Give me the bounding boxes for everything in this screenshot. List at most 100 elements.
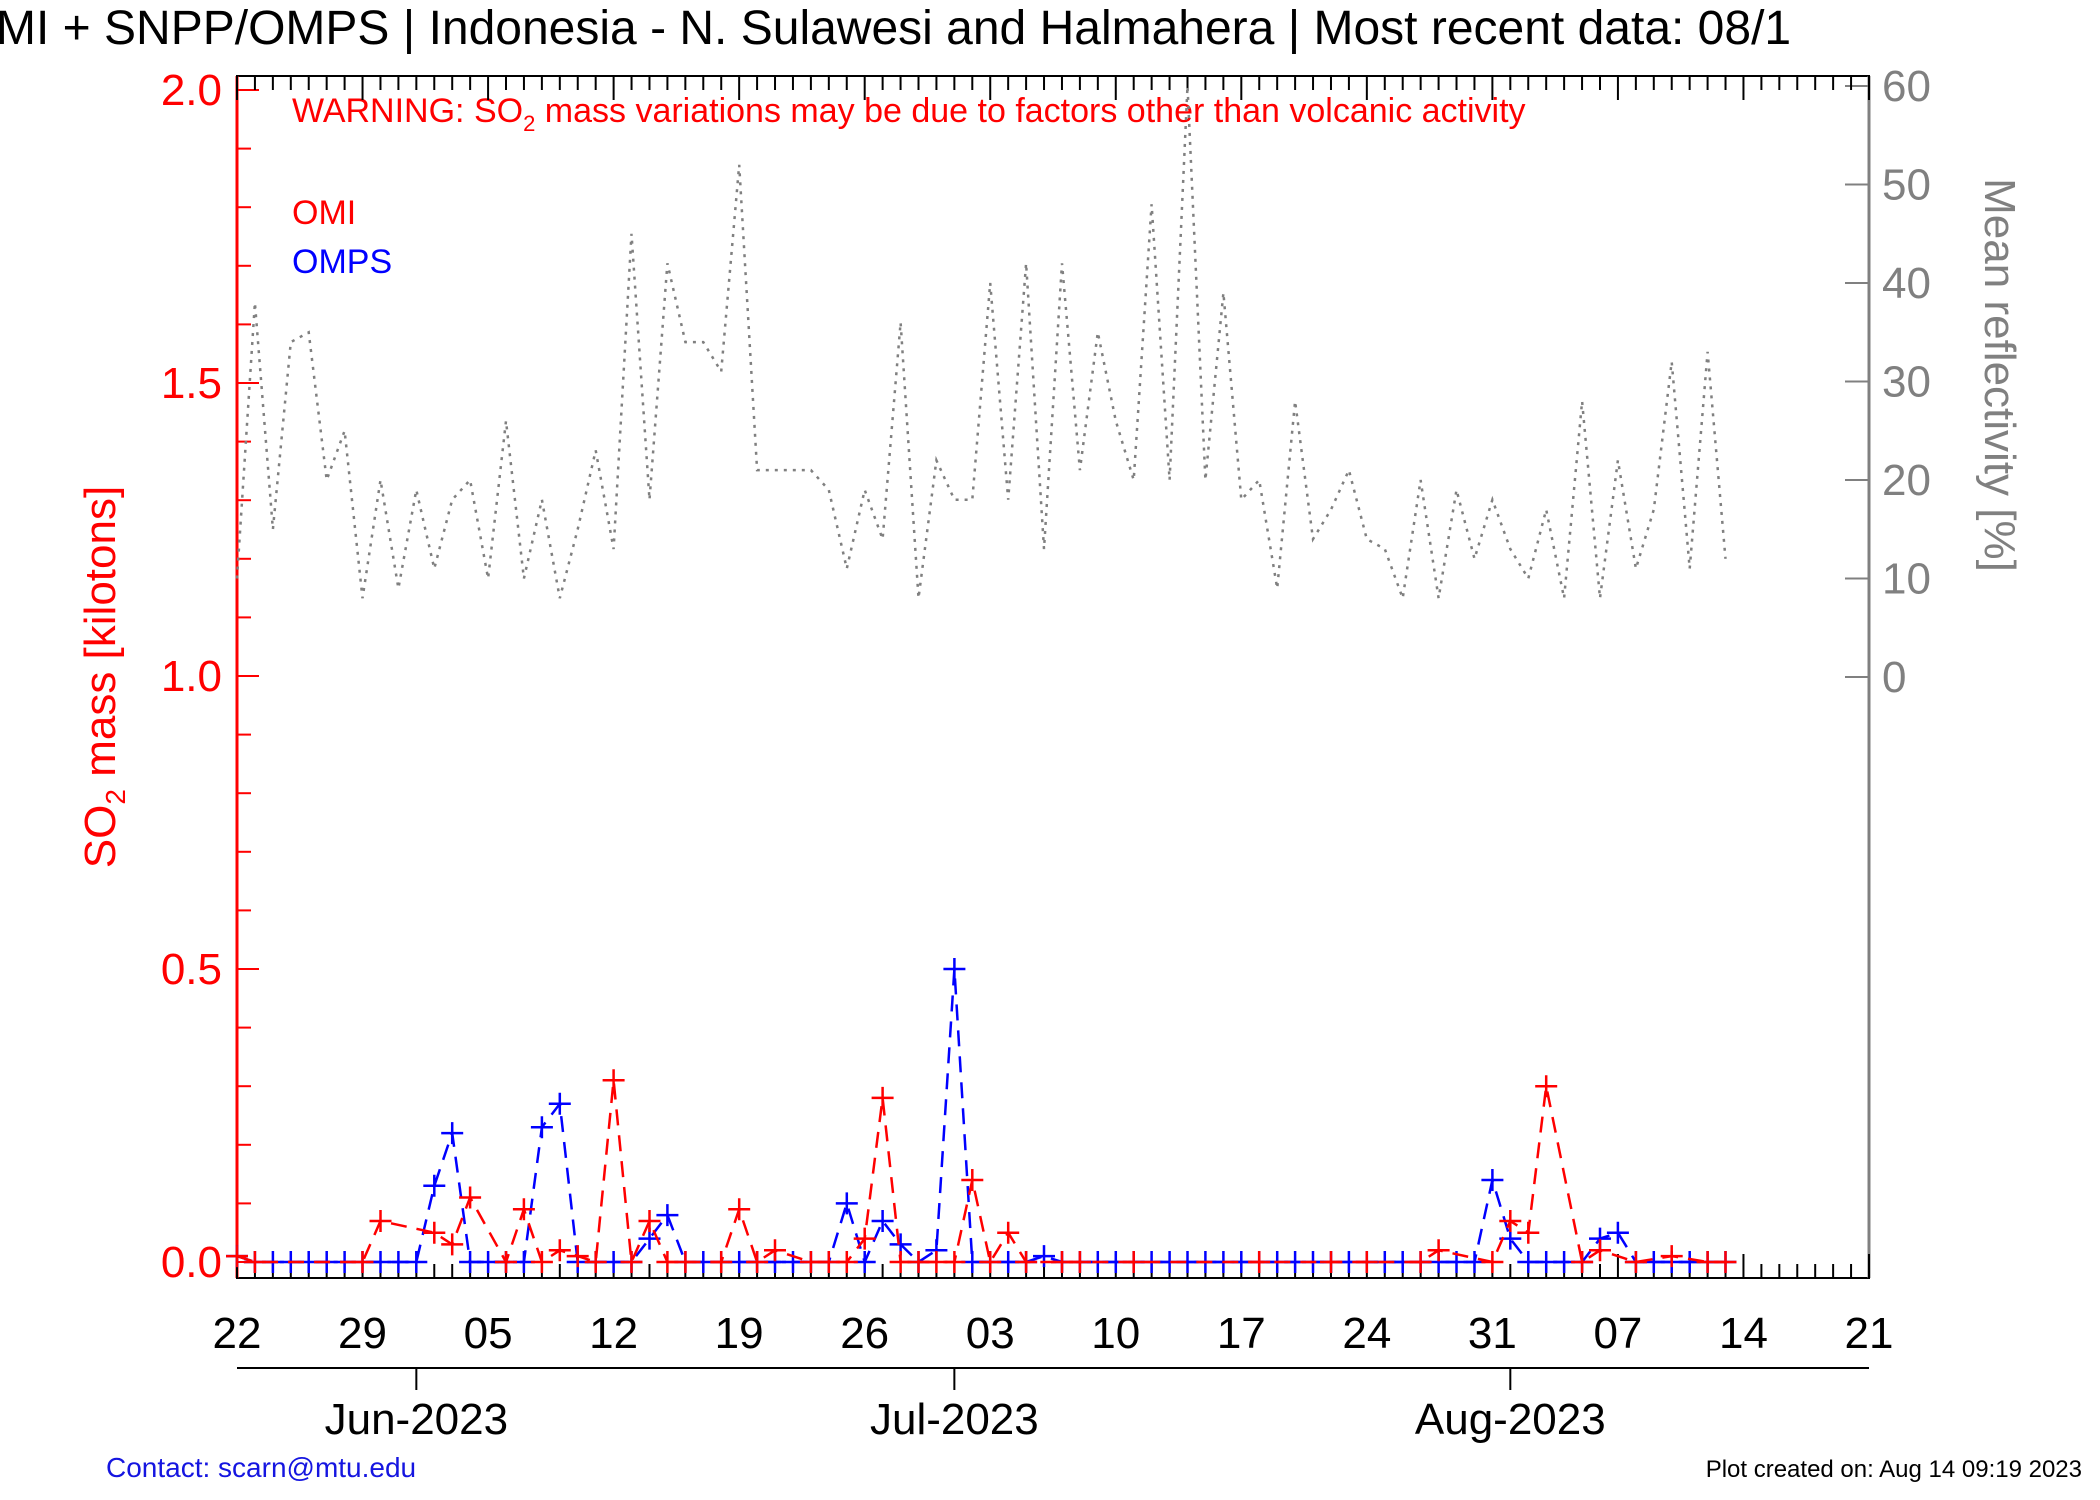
omi-point — [961, 1169, 984, 1191]
omi-point — [1122, 1251, 1145, 1273]
omi-point — [1481, 1251, 1504, 1273]
x-tick-label: 19 — [715, 1309, 764, 1358]
reflectivity-series — [235, 85, 1727, 599]
omps-point — [423, 1174, 446, 1197]
omi-point — [638, 1210, 661, 1232]
omi-point — [1068, 1251, 1091, 1273]
omi-point — [369, 1210, 392, 1232]
axis-ticks — [236, 76, 1870, 1390]
omi-point — [1499, 1210, 1522, 1232]
omi-point — [1517, 1221, 1540, 1244]
omps-point — [1481, 1169, 1504, 1191]
omi-point — [1660, 1245, 1683, 1268]
left-tick-label: 0.0 — [161, 1238, 222, 1287]
omi-point — [674, 1251, 697, 1273]
left-axis-label: SO2 mass [kilotons] — [76, 486, 131, 868]
right-tick-label: 60 — [1882, 62, 1931, 111]
omi-point — [351, 1251, 374, 1273]
omi-point — [1355, 1251, 1378, 1273]
right-tick-label: 10 — [1882, 555, 1931, 604]
omi-point — [243, 1251, 266, 1273]
omi-line — [236, 1080, 1726, 1267]
omi-point — [853, 1227, 876, 1250]
omi-point — [495, 1251, 517, 1273]
omps-point — [871, 1210, 894, 1232]
right-tick-label: 50 — [1882, 161, 1931, 210]
month-label: Jul-2023 — [870, 1395, 1039, 1444]
x-tick-label: 14 — [1719, 1309, 1768, 1358]
omi-point — [746, 1251, 769, 1273]
omi-point — [584, 1251, 607, 1273]
month-label: Aug-2023 — [1415, 1395, 1606, 1444]
omi-point — [566, 1245, 589, 1268]
legend-omi: OMI — [292, 194, 356, 232]
x-tick-label: 12 — [589, 1309, 638, 1358]
x-tick-label: 17 — [1217, 1309, 1266, 1358]
omi-point — [764, 1239, 786, 1262]
omi-point — [548, 1239, 571, 1262]
omps-point — [656, 1204, 679, 1227]
omps-point — [835, 1192, 858, 1215]
warning-text: WARNING: SO2 mass variations may be due … — [292, 92, 1526, 136]
right-tick-label: 0 — [1882, 653, 1906, 702]
right-tick-label: 30 — [1882, 358, 1931, 407]
month-label: Jun-2023 — [325, 1395, 508, 1444]
omps-point — [1033, 1245, 1055, 1268]
created-text: Plot created on: Aug 14 09:19 2023 — [1705, 1456, 2082, 1483]
x-tick-label: 22 — [213, 1309, 262, 1358]
omi-point — [835, 1251, 858, 1273]
reflectivity-line — [235, 85, 1727, 599]
omi-point — [1624, 1251, 1647, 1273]
omi-point — [1535, 1075, 1558, 1098]
omi-point — [1589, 1239, 1611, 1262]
legend-omps: OMPS — [292, 243, 392, 281]
x-tick-label: 24 — [1342, 1309, 1391, 1358]
omi-point — [979, 1251, 1002, 1273]
x-tick-label: 05 — [464, 1309, 513, 1358]
omi-point — [871, 1086, 894, 1109]
omi-point — [1015, 1251, 1038, 1273]
right-tick-label: 20 — [1882, 456, 1931, 505]
omi-point — [710, 1251, 733, 1273]
right-tick-label: 40 — [1882, 259, 1931, 308]
omi-point — [441, 1233, 464, 1256]
omi-point — [943, 1251, 966, 1273]
left-tick-label: 1.5 — [161, 359, 222, 408]
omps-point — [441, 1122, 464, 1145]
omi-series — [226, 1069, 1737, 1273]
chart-title: MI + SNPP/OMPS | Indonesia - N. Sulawesi… — [0, 2, 1791, 55]
tick-labels: 0.0 0.5 1.0 1.5 2.0 0 10 20 30 40 50 60 22 29 05 12 19 26… — [161, 62, 1931, 1444]
omi-point — [1427, 1239, 1450, 1262]
omi-point — [1714, 1251, 1737, 1273]
omps-point — [1606, 1221, 1629, 1244]
omi-point — [1320, 1251, 1342, 1273]
omps-point — [405, 1251, 428, 1273]
x-tick-label: 07 — [1593, 1309, 1642, 1358]
x-tick-label: 31 — [1468, 1309, 1517, 1358]
contact-text: Contact: scarn@mtu.edu — [106, 1452, 417, 1483]
x-tick-label: 29 — [338, 1309, 387, 1358]
x-tick-label: 21 — [1845, 1309, 1894, 1358]
omps-point — [530, 1116, 553, 1139]
omps-point — [548, 1092, 571, 1115]
omi-point — [530, 1251, 553, 1273]
x-tick-label: 26 — [840, 1309, 889, 1358]
omi-point — [512, 1198, 535, 1221]
left-tick-label: 0.5 — [161, 945, 222, 994]
right-axis-label: Mean reflectivity [%] — [1975, 178, 2024, 572]
plot-frame — [236, 75, 1870, 1279]
omi-point — [620, 1251, 643, 1273]
omi-point — [459, 1186, 482, 1209]
omps-point — [943, 958, 966, 980]
x-tick-label: 03 — [966, 1309, 1015, 1358]
omi-point — [1571, 1251, 1594, 1273]
omi-point — [602, 1069, 625, 1092]
x-tick-label: 10 — [1091, 1309, 1140, 1358]
omi-point — [728, 1198, 751, 1221]
omi-point — [997, 1221, 1020, 1244]
left-tick-label: 2.0 — [161, 66, 222, 115]
left-tick-label: 1.0 — [161, 652, 222, 701]
omi-point — [423, 1221, 446, 1244]
omi-point — [226, 1245, 248, 1268]
